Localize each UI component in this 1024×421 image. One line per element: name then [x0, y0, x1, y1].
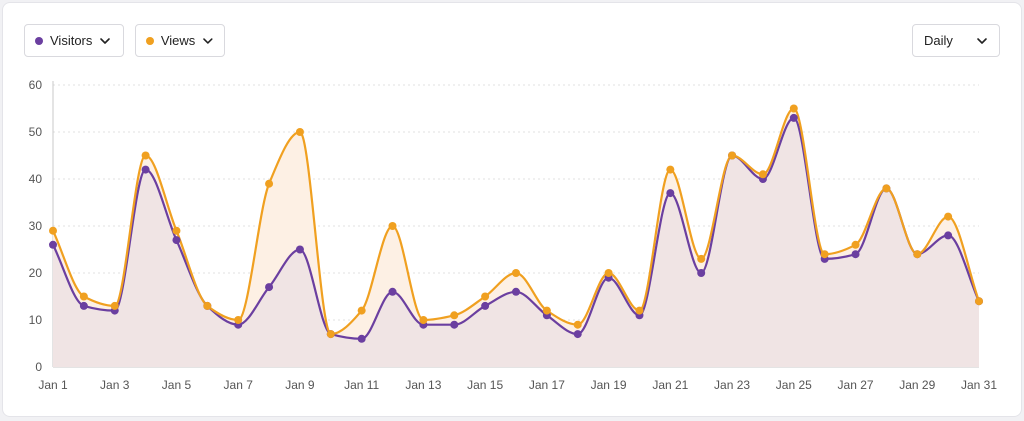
x-tick-label: Jan 9: [285, 378, 315, 392]
visitors-label: Visitors: [50, 33, 93, 48]
views-point: [388, 222, 397, 230]
y-tick-label: 20: [29, 266, 43, 280]
views-point: [758, 170, 767, 179]
visitors-legend-dot: [35, 36, 43, 45]
views-point: [882, 184, 891, 193]
views-point: [512, 269, 520, 277]
views-point: [141, 151, 150, 160]
x-tick-label: Jan 19: [591, 378, 627, 392]
visitors-point: [450, 320, 459, 329]
x-tick-label: Jan 31: [961, 378, 997, 392]
visitors-point: [141, 165, 150, 174]
visitors-point: [388, 287, 397, 296]
y-tick-label: 50: [29, 125, 43, 139]
x-tick-label: Jan 27: [838, 378, 874, 392]
y-tick-label: 30: [29, 219, 43, 233]
visitors-point: [265, 283, 274, 292]
views-point: [975, 297, 983, 306]
visitors-point: [944, 231, 953, 240]
views-point: [728, 151, 737, 160]
chevron-down-icon: [203, 37, 213, 44]
y-tick-label: 60: [29, 78, 43, 92]
views-legend-dot: [146, 36, 154, 45]
x-tick-label: Jan 23: [714, 378, 750, 392]
views-point: [79, 292, 88, 301]
views-point: [295, 128, 304, 136]
x-tick-label: Jan 21: [652, 378, 688, 392]
interval-select[interactable]: Daily: [912, 24, 1000, 57]
visitors-point: [295, 245, 304, 254]
views-point: [604, 269, 613, 277]
x-tick-label: Jan 5: [162, 378, 192, 392]
x-tick-label: Jan 1: [38, 378, 68, 392]
x-tick-label: Jan 13: [405, 378, 441, 392]
chevron-down-icon: [977, 37, 987, 44]
views-point: [234, 316, 243, 324]
x-tick-label: Jan 15: [467, 378, 503, 392]
visitors-point: [357, 334, 366, 343]
views-point: [913, 250, 922, 259]
views-point: [481, 292, 490, 301]
x-tick-label: Jan 3: [100, 378, 130, 392]
y-tick-label: 10: [29, 313, 43, 327]
views-point: [573, 320, 582, 329]
visitors-point: [172, 236, 181, 245]
visitors-area: [53, 117, 979, 368]
views-point: [49, 226, 57, 235]
visitors-point: [789, 113, 798, 122]
views-point: [851, 240, 860, 249]
views-point: [326, 330, 335, 339]
views-point: [542, 306, 551, 315]
visitors-point: [666, 189, 675, 198]
views-point: [357, 306, 366, 315]
x-tick-label: Jan 25: [776, 378, 812, 392]
views-point: [110, 301, 119, 310]
views-point: [666, 165, 675, 174]
views-point: [450, 311, 459, 320]
views-point: [789, 104, 798, 113]
visitors-toggle[interactable]: Visitors: [24, 24, 124, 57]
y-tick-label: 0: [35, 360, 42, 374]
visitors-point: [481, 301, 490, 310]
views-point: [419, 316, 428, 324]
x-tick-label: Jan 11: [344, 378, 379, 392]
y-tick-label: 40: [29, 172, 43, 186]
views-point: [635, 306, 644, 315]
x-tick-label: Jan 17: [529, 378, 565, 392]
views-point: [944, 212, 953, 221]
views-label: Views: [160, 33, 196, 48]
views-point: [265, 179, 274, 188]
views-point: [172, 226, 181, 235]
x-tick-label: Jan 7: [224, 378, 254, 392]
x-tick-label: Jan 29: [899, 378, 935, 392]
views-toggle[interactable]: Views: [135, 24, 225, 57]
views-point: [203, 301, 212, 310]
interval-value: Daily: [924, 33, 953, 48]
chevron-down-icon: [100, 37, 111, 44]
views-point: [820, 250, 829, 259]
visitors-point: [851, 250, 860, 259]
visitors-point: [512, 287, 520, 296]
visitors-point: [697, 269, 706, 277]
visitors-point: [49, 240, 57, 249]
visitors-point: [573, 330, 582, 339]
views-point: [697, 254, 706, 263]
visitors-point: [79, 301, 88, 310]
